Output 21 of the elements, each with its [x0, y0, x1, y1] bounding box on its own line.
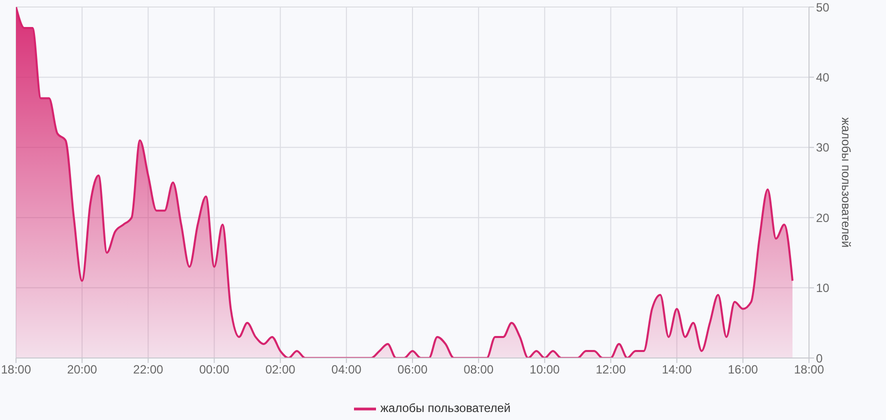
x-tick-label: 02:00 — [265, 362, 296, 377]
x-tick-label: 20:00 — [67, 362, 98, 377]
x-tick-label: 18:00 — [794, 362, 824, 377]
y-tick-label: 30 — [816, 140, 830, 155]
x-tick-label: 08:00 — [464, 362, 494, 377]
x-tick-label: 12:00 — [596, 362, 626, 377]
y-tick-label: 40 — [816, 70, 830, 84]
y-axis-title: жалобы пользователей — [838, 117, 853, 248]
legend-label: жалобы пользователей — [380, 401, 511, 416]
y-tick-label: 50 — [816, 0, 830, 14]
x-tick-label: 22:00 — [133, 362, 164, 377]
x-tick-label: 10:00 — [530, 362, 560, 377]
x-tick-label: 06:00 — [397, 362, 428, 377]
y-tick-label: 0 — [816, 351, 823, 366]
y-tick-label: 20 — [816, 210, 830, 225]
x-tick-label: 16:00 — [728, 362, 758, 377]
x-tick-label: 04:00 — [331, 362, 362, 377]
x-tick-label: 00:00 — [199, 362, 230, 377]
x-tick-label: 14:00 — [662, 362, 692, 377]
y-tick-label: 10 — [816, 281, 830, 296]
x-tick-label: 18:00 — [0, 362, 32, 377]
